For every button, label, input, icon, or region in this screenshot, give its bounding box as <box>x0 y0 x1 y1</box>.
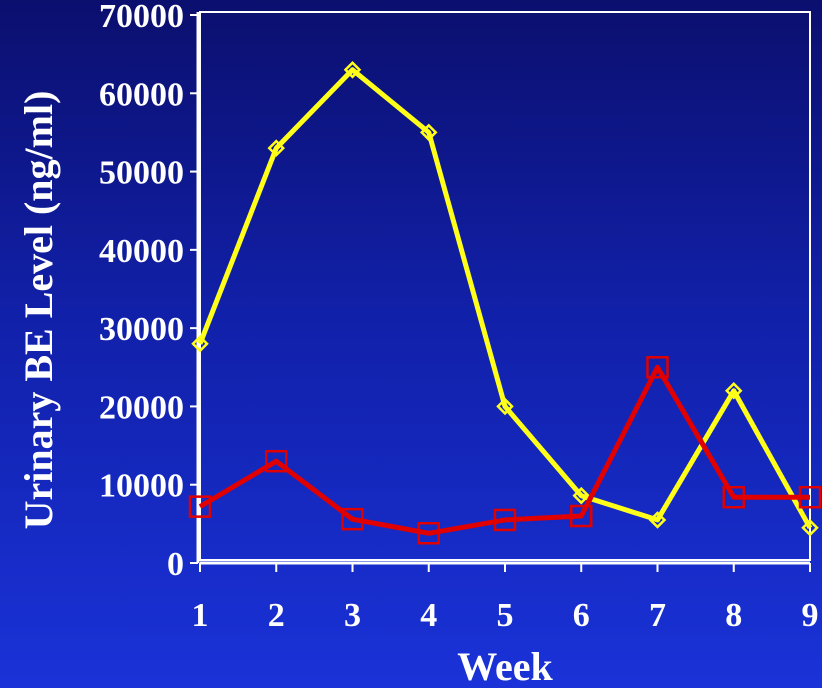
x-tick-label: 8 <box>725 597 742 634</box>
x-tick-label: 7 <box>649 597 666 634</box>
y-tick-label: 50000 <box>99 155 184 192</box>
data-point-marker <box>496 397 514 416</box>
chart-axes <box>196 11 811 565</box>
data-point-marker <box>417 522 440 545</box>
data-point-marker <box>191 335 209 353</box>
x-tick-label: 6 <box>573 597 590 634</box>
x-axis-ticks: 1 2 3 4 5 6 7 8 9 <box>192 563 819 634</box>
x-axis-title: Week <box>457 644 553 688</box>
data-point-marker <box>722 485 745 509</box>
y-axis-ticks: 0 10000 20000 30000 40000 50000 60000 70000 <box>99 0 198 583</box>
data-point-marker <box>570 504 593 528</box>
data-point-marker <box>801 519 819 537</box>
data-point-marker <box>419 123 438 142</box>
y-tick-label: 30000 <box>99 311 184 348</box>
y-tick-label: 60000 <box>99 76 184 113</box>
x-tick-label: 3 <box>344 597 361 634</box>
data-point-marker <box>188 495 212 518</box>
y-tick-label: 20000 <box>99 389 184 426</box>
data-point-marker <box>267 139 286 157</box>
data-point-marker <box>493 508 517 532</box>
y-tick-label: 70000 <box>99 0 184 35</box>
series-2 <box>188 356 822 545</box>
series-1 <box>191 61 819 537</box>
data-point-marker <box>646 356 669 379</box>
y-tick-label: 0 <box>167 546 184 583</box>
data-point-marker <box>724 382 743 400</box>
y-tick-label: 10000 <box>99 468 184 505</box>
series-line <box>197 67 813 530</box>
x-tick-label: 9 <box>802 597 819 634</box>
y-tick-label: 40000 <box>99 233 184 270</box>
data-point-marker <box>798 485 822 509</box>
series-layer <box>188 61 822 545</box>
y-axis-title: Urinary BE Level (ng/ml) <box>16 91 61 530</box>
data-point-marker <box>341 507 364 531</box>
data-point-marker <box>265 449 288 473</box>
data-point-marker <box>572 486 591 505</box>
series-line <box>198 364 810 536</box>
data-point-marker <box>648 511 667 529</box>
x-tick-label: 1 <box>192 597 209 634</box>
plot-area-frame <box>199 11 811 561</box>
data-point-marker <box>343 61 362 79</box>
x-tick-label: 4 <box>420 597 437 634</box>
x-tick-label: 2 <box>268 597 285 634</box>
x-tick-label: 5 <box>497 597 514 634</box>
